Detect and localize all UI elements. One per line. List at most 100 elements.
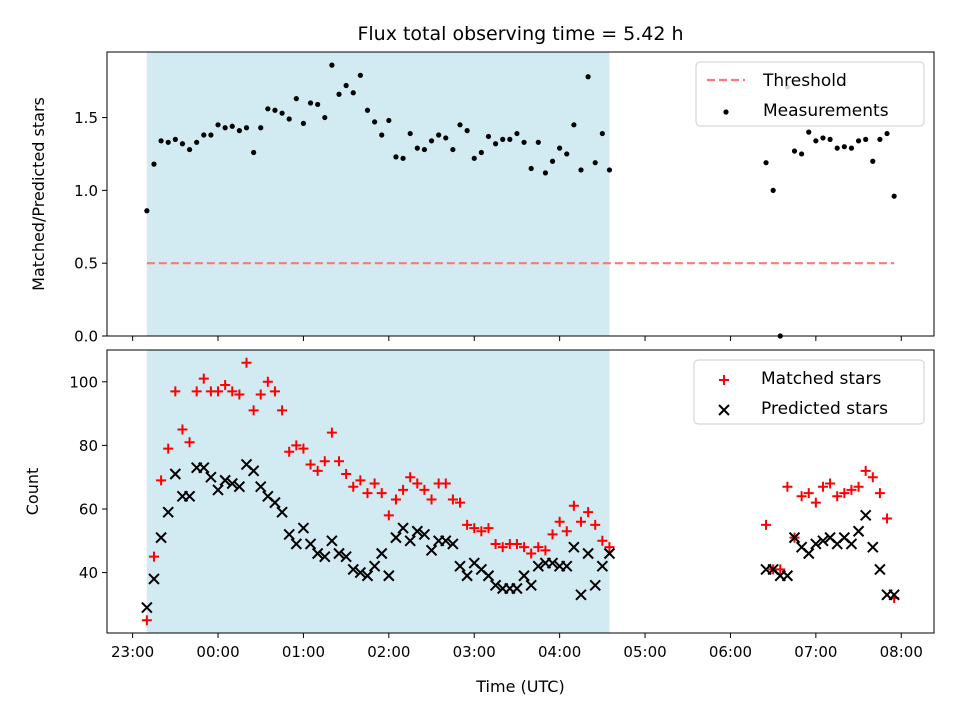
matched-star-point bbox=[163, 443, 174, 454]
ratio-panel-frame bbox=[106, 51, 935, 337]
legend-swatch bbox=[719, 375, 729, 385]
ratio-panel: 0.0 0.5 1.0 1.5 Flux total observing time =… bbox=[29, 23, 935, 346]
matched-star-point bbox=[177, 424, 188, 435]
count-y-ticks: 40 60 80 100 bbox=[69, 373, 107, 582]
measurement-point bbox=[457, 122, 463, 128]
predicted-star-point bbox=[568, 541, 580, 553]
matched-star-point bbox=[376, 488, 387, 499]
measurement-point bbox=[450, 146, 456, 153]
predicted-star-point bbox=[874, 563, 886, 576]
predicted-star-point bbox=[489, 579, 502, 592]
matched-star-point bbox=[398, 484, 409, 495]
measurement-point bbox=[400, 155, 406, 161]
legend-label: Threshold bbox=[762, 71, 847, 91]
predicted-star-point bbox=[852, 525, 865, 537]
predicted-star-point bbox=[255, 481, 267, 493]
measurement-point bbox=[336, 91, 342, 97]
measurement-point bbox=[557, 145, 563, 151]
legend-swatch bbox=[718, 404, 730, 416]
predicted-star-point bbox=[148, 573, 160, 585]
predicted-star-point bbox=[817, 535, 829, 547]
matched-star-point bbox=[561, 526, 572, 537]
y-tick-label: 0.5 bbox=[74, 255, 98, 273]
predicted-star-point bbox=[888, 589, 900, 601]
count-y-axis-label: Count bbox=[23, 468, 42, 516]
predicted-star-point bbox=[233, 481, 246, 493]
predicted-star-point bbox=[390, 531, 402, 544]
predicted-star-point bbox=[810, 538, 822, 550]
measurement-point bbox=[820, 135, 826, 141]
measurement-point bbox=[222, 125, 228, 131]
measurement-point bbox=[535, 139, 541, 145]
matched-star-point bbox=[440, 478, 451, 489]
predicted-star-point bbox=[347, 563, 359, 576]
x-tick-label: 04:00 bbox=[538, 643, 581, 661]
measurement-point bbox=[279, 110, 285, 116]
predicted-star-point bbox=[212, 484, 224, 496]
measurement-point bbox=[208, 132, 214, 138]
predicted-star-point bbox=[411, 525, 424, 537]
predicted-star-point bbox=[169, 468, 182, 480]
matched-star-point bbox=[575, 516, 586, 527]
matched-star-point bbox=[796, 491, 807, 502]
predicted-star-point bbox=[269, 496, 281, 509]
predicted-star-point bbox=[226, 477, 238, 490]
predicted-star-point bbox=[276, 506, 288, 518]
measurement-point bbox=[521, 139, 527, 145]
measurement-point bbox=[585, 74, 591, 80]
measurement-point bbox=[848, 145, 855, 151]
measurement-point bbox=[514, 130, 520, 137]
matched-star-point bbox=[853, 481, 864, 492]
predicted-star-point bbox=[561, 560, 573, 572]
measurement-point bbox=[286, 116, 292, 122]
measurement-point bbox=[571, 122, 577, 128]
matched-star-point bbox=[860, 465, 871, 476]
matched-star-point bbox=[462, 519, 473, 530]
measurement-point bbox=[357, 72, 363, 78]
x-tick-label: 05:00 bbox=[623, 643, 666, 661]
predicted-star-point bbox=[162, 506, 174, 518]
measurement-point bbox=[229, 123, 235, 129]
x-tick-label: 08:00 bbox=[880, 643, 923, 661]
predicted-star-point bbox=[383, 570, 395, 582]
matched-star-point bbox=[341, 469, 352, 480]
count-legend: Matched stars Predicted stars bbox=[693, 359, 925, 425]
matched-star-point bbox=[198, 373, 209, 384]
matched-star-point bbox=[447, 494, 458, 505]
predicted-star-point bbox=[447, 538, 459, 550]
predicted-star-point bbox=[461, 570, 473, 582]
measurement-point bbox=[172, 136, 178, 142]
measurement-point bbox=[791, 148, 798, 154]
predicted-star-point bbox=[803, 547, 815, 560]
matched-star-point bbox=[604, 542, 615, 553]
chart-title: Flux total observing time = 5.42 h bbox=[357, 23, 683, 45]
predicted-star-point bbox=[454, 560, 466, 572]
matched-star-point bbox=[583, 507, 594, 518]
matched-star-point bbox=[305, 459, 316, 470]
x-tick-label: 07:00 bbox=[794, 643, 837, 661]
measurement-point bbox=[834, 145, 840, 151]
measurement-point bbox=[464, 128, 470, 134]
measurement-point bbox=[806, 129, 812, 135]
matched-star-point bbox=[234, 389, 245, 400]
measurement-point bbox=[293, 96, 299, 102]
count-series-layer bbox=[141, 357, 900, 626]
matched-star-point bbox=[846, 484, 857, 495]
y-tick-label: 1.5 bbox=[74, 109, 98, 127]
measurement-point bbox=[300, 120, 307, 126]
measurement-point bbox=[329, 62, 335, 68]
x-tick-label: 02:00 bbox=[367, 643, 410, 661]
measurement-point bbox=[194, 139, 200, 145]
matched-star-point bbox=[298, 443, 309, 454]
y-tick-label: 1.0 bbox=[74, 182, 98, 200]
matched-star-point bbox=[775, 564, 786, 575]
measurement-point bbox=[443, 135, 449, 141]
measurement-point bbox=[322, 114, 328, 121]
matched-star-point bbox=[568, 500, 579, 511]
matched-star-point bbox=[476, 526, 487, 537]
x-axis-label: Time (UTC) bbox=[475, 677, 564, 696]
predicted-star-point bbox=[319, 550, 331, 563]
predicted-star-point bbox=[290, 538, 303, 550]
predicted-star-point bbox=[425, 544, 438, 557]
matched-star-point bbox=[156, 475, 167, 486]
